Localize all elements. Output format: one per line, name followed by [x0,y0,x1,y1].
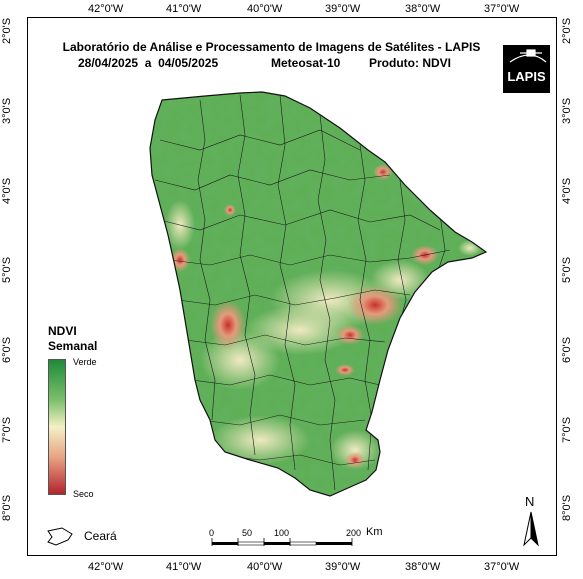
ndvi-raster [150,92,486,496]
lon-label-bottom: 40°0'W [247,561,283,573]
lon-label-top: 37°0'W [484,3,520,15]
north-label: N [525,494,535,509]
scale-tick-label: 100 [274,528,290,538]
ndvi-colorbar [48,359,66,495]
scale-tick-label: 50 [242,528,253,538]
municipal-boundaries [154,94,451,491]
product-text: Produto: NDVI [369,56,451,70]
scale-tick-label: 0 [209,528,215,538]
lapis-logo: LAPIS [503,45,550,93]
legend-bottom-label: Seco [73,489,94,499]
lon-label-bottom: 38°0'W [405,561,441,573]
lon-label-bottom: 41°0'W [166,561,202,573]
lon-label-bottom: 42°0'W [88,561,124,573]
lapis-logo-text: LAPIS [507,68,546,84]
map-title: Laboratório de Análise e Processamento d… [62,40,481,54]
satellite-icon [509,49,547,63]
scale-unit-label: Km [366,526,383,538]
satellite-text: Meteosat-10 [271,56,341,70]
lon-label-top: 38°0'W [405,3,441,15]
north-arrow-icon [523,511,539,547]
legend-title: NDVI [48,324,77,338]
lon-label-top: 40°0'W [247,3,283,15]
lon-label-top: 39°0'W [325,3,361,15]
period-text: 28/04/2025 a 04/05/2025 [78,56,219,70]
scale-bar [211,538,353,546]
legend-subtitle: Semanal [48,339,98,353]
region-label: Ceará [84,529,117,543]
scale-tick-label: 200 [346,528,362,538]
ceara-shape-icon [47,527,73,546]
legend-top-label: Verde [73,357,97,367]
lon-label-bottom: 39°0'W [325,561,361,573]
lon-label-top: 42°0'W [88,3,124,15]
lon-label-bottom: 37°0'W [484,561,520,573]
lon-label-top: 41°0'W [166,3,202,15]
